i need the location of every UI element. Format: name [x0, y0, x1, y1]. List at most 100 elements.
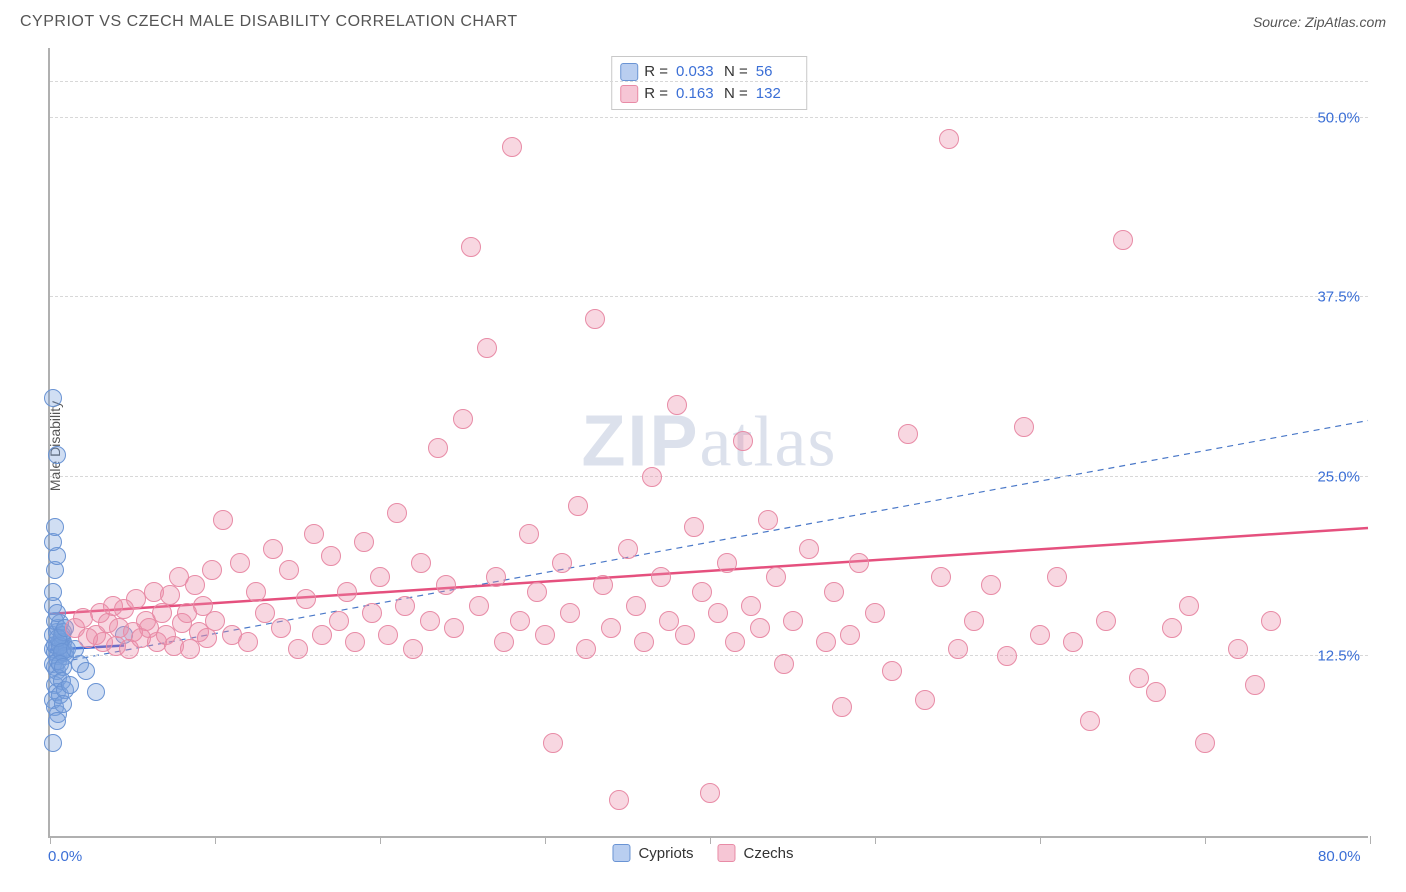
data-point	[758, 510, 778, 530]
data-point	[816, 632, 836, 652]
data-point	[312, 625, 332, 645]
legend-swatch	[620, 85, 638, 103]
data-point	[185, 575, 205, 595]
data-point	[642, 467, 662, 487]
r-value: 0.163	[676, 83, 718, 105]
data-point	[1063, 632, 1083, 652]
r-label: R =	[644, 61, 668, 83]
data-point	[708, 603, 728, 623]
stats-legend: R =0.033N =56R =0.163N =132	[611, 56, 807, 110]
stats-legend-row: R =0.163N =132	[620, 83, 798, 105]
data-point	[1245, 675, 1265, 695]
data-point	[1080, 711, 1100, 731]
x-tick	[545, 836, 546, 844]
chart-title: CYPRIOT VS CZECH MALE DISABILITY CORRELA…	[20, 13, 518, 31]
data-point	[1030, 625, 1050, 645]
x-tick	[875, 836, 876, 844]
data-point	[453, 409, 473, 429]
data-point	[246, 582, 266, 602]
data-point	[568, 496, 588, 516]
legend-item: Cypriots	[612, 844, 693, 862]
data-point	[865, 603, 885, 623]
data-point	[378, 625, 398, 645]
x-tick	[1370, 836, 1371, 844]
data-point	[576, 639, 596, 659]
data-point	[337, 582, 357, 602]
data-point	[411, 553, 431, 573]
data-point	[626, 596, 646, 616]
data-point	[1195, 733, 1215, 753]
data-point	[560, 603, 580, 623]
data-point	[48, 712, 66, 730]
data-point	[1146, 682, 1166, 702]
legend-label: Cypriots	[638, 845, 693, 862]
data-point	[1129, 668, 1149, 688]
data-point	[593, 575, 613, 595]
data-point	[700, 783, 720, 803]
data-point	[44, 734, 62, 752]
data-point	[667, 395, 687, 415]
data-point	[126, 589, 146, 609]
data-point	[1047, 567, 1067, 587]
data-point	[469, 596, 489, 616]
stats-legend-row: R =0.033N =56	[620, 61, 798, 83]
data-point	[527, 582, 547, 602]
data-point	[915, 690, 935, 710]
data-point	[444, 618, 464, 638]
data-point	[502, 137, 522, 157]
x-tick	[710, 836, 711, 844]
data-point	[296, 589, 316, 609]
x-axis-min-label: 0.0%	[48, 848, 82, 865]
data-point	[824, 582, 844, 602]
series-legend: Cypriots Czechs	[612, 844, 793, 862]
gridline	[50, 81, 1368, 82]
data-point	[609, 790, 629, 810]
data-point	[271, 618, 291, 638]
x-tick	[1040, 836, 1041, 844]
data-point	[948, 639, 968, 659]
data-point	[230, 553, 250, 573]
gridline	[50, 655, 1368, 656]
data-point	[238, 632, 258, 652]
x-axis-max-label: 80.0%	[1318, 848, 1361, 865]
data-point	[486, 567, 506, 587]
data-point	[741, 596, 761, 616]
data-point	[304, 524, 324, 544]
data-point	[48, 446, 66, 464]
data-point	[494, 632, 514, 652]
data-point	[898, 424, 918, 444]
data-point	[1261, 611, 1281, 631]
data-point	[750, 618, 770, 638]
data-point	[44, 389, 62, 407]
data-point	[255, 603, 275, 623]
x-tick	[1205, 836, 1206, 844]
legend-item: Czechs	[717, 844, 793, 862]
data-point	[1162, 618, 1182, 638]
plot-area: ZIPatlas R =0.033N =56R =0.163N =132 12.…	[48, 48, 1368, 838]
y-tick-label: 12.5%	[1317, 648, 1360, 665]
data-point	[519, 524, 539, 544]
data-point	[428, 438, 448, 458]
data-point	[585, 309, 605, 329]
gridline	[50, 476, 1368, 477]
r-value: 0.033	[676, 61, 718, 83]
data-point	[725, 632, 745, 652]
data-point	[1014, 417, 1034, 437]
data-point	[279, 560, 299, 580]
data-point	[601, 618, 621, 638]
data-point	[263, 539, 283, 559]
data-point	[160, 585, 180, 605]
data-point	[997, 646, 1017, 666]
data-point	[354, 532, 374, 552]
n-value: 132	[756, 83, 798, 105]
x-tick	[50, 836, 51, 844]
watermark-light: atlas	[700, 402, 837, 482]
data-point	[362, 603, 382, 623]
data-point	[931, 567, 951, 587]
y-tick-label: 50.0%	[1317, 109, 1360, 126]
x-tick	[215, 836, 216, 844]
data-point	[1113, 230, 1133, 250]
data-point	[77, 662, 95, 680]
legend-swatch	[620, 63, 638, 81]
data-point	[717, 553, 737, 573]
